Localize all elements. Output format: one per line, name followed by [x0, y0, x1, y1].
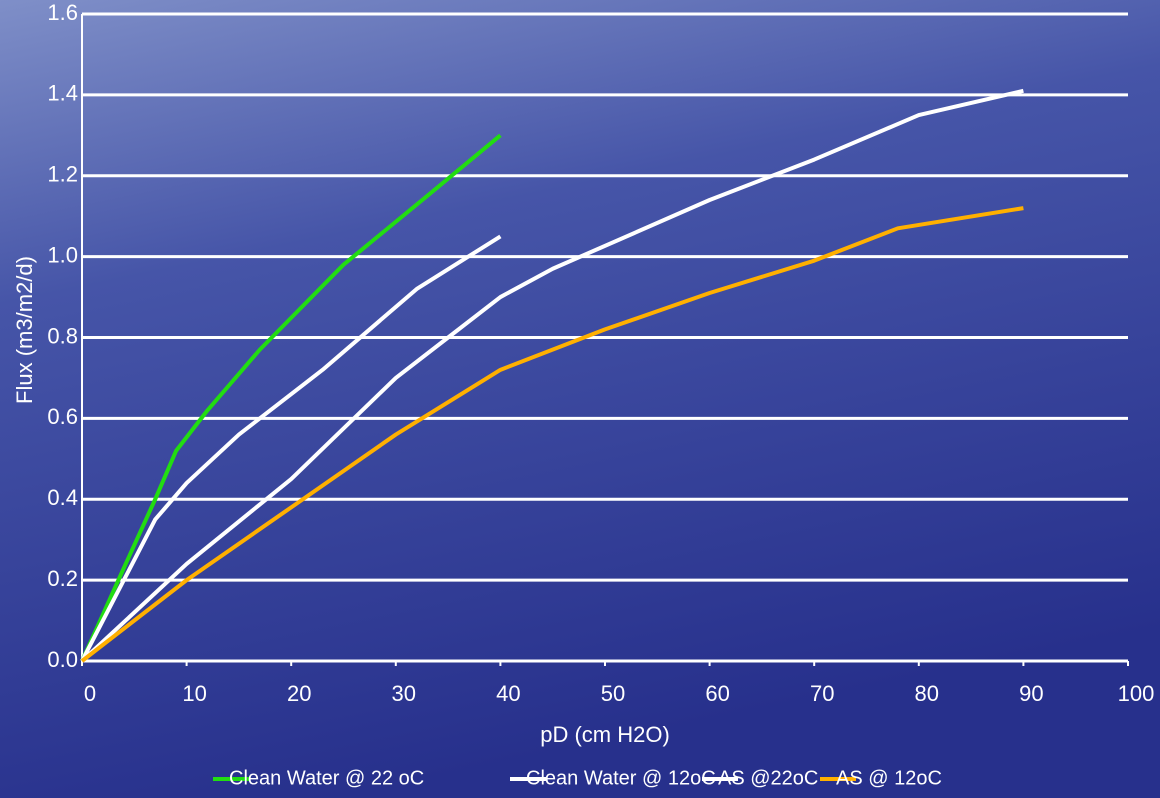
x-tick-label: 50: [601, 681, 625, 706]
y-axis-title: Flux (m3/m2/d): [12, 256, 37, 404]
y-tick-label: 0.4: [47, 485, 78, 510]
background: [0, 0, 1160, 798]
legend-label: Clean Water @ 12oC: [526, 767, 716, 789]
x-axis-title: pD (cm H2O): [540, 722, 670, 747]
legend-label: AS @ 12oC: [836, 767, 942, 789]
y-tick-label: 1.2: [47, 162, 78, 187]
x-tick-label: 100: [1118, 681, 1155, 706]
x-tick-label: 20: [287, 681, 311, 706]
chart: pD (cm H2O) Flux (m3/m2/d) 0.0 0.2 0.4 0.6 0…: [0, 0, 1160, 798]
y-tick-label: 1.4: [47, 81, 78, 106]
y-tick-label: 0.8: [47, 323, 78, 348]
y-tick-label: 1.0: [47, 242, 78, 267]
x-tick-label: 0: [84, 681, 96, 706]
x-tick-label: 30: [392, 681, 416, 706]
y-tick-label: 0.6: [47, 404, 78, 429]
legend-label: AS @22oC: [718, 767, 818, 789]
y-tick-label: 0.2: [47, 566, 78, 591]
x-tick-label: 10: [182, 681, 206, 706]
y-tick-label: 1.6: [47, 0, 78, 25]
x-tick-label: 80: [915, 681, 939, 706]
x-tick-label: 70: [810, 681, 834, 706]
x-tick-label: 40: [496, 681, 520, 706]
x-tick-label: 60: [705, 681, 729, 706]
legend-label: Clean Water @ 22 oC: [229, 767, 424, 789]
x-tick-label: 90: [1019, 681, 1043, 706]
y-tick-label: 0.0: [47, 647, 78, 672]
